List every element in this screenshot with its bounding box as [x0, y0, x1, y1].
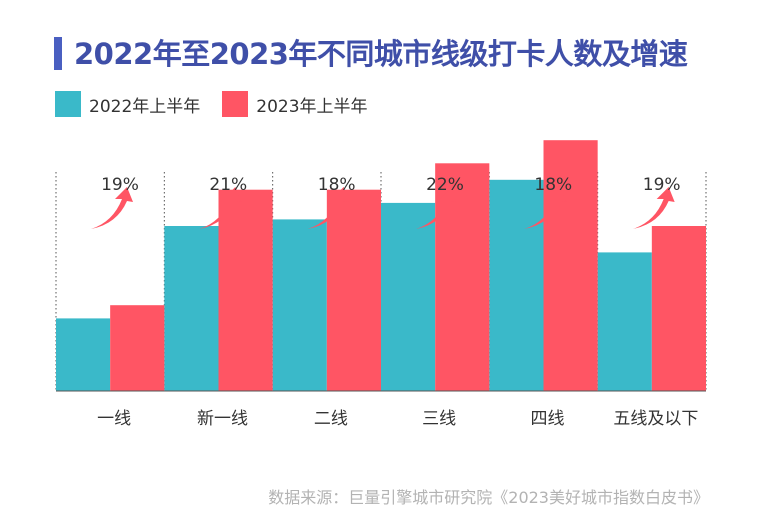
growth-arrow-icon	[524, 187, 567, 229]
legend-label-2022: 2022年上半年	[89, 96, 201, 117]
bar-2023	[110, 305, 165, 391]
bar-2022	[164, 226, 219, 391]
x-tick-label: 一线	[97, 409, 131, 429]
growth-rate-label: 18%	[318, 175, 356, 195]
legend-label-2023: 2023年上半年	[256, 96, 368, 117]
title-accent-bar	[54, 37, 62, 70]
bar-2022	[597, 252, 652, 391]
bar-2023	[326, 189, 381, 391]
source-note: 数据来源：巨量引擎城市研究院《2023美好城市指数白皮书》	[268, 488, 709, 507]
x-tick-label: 三线	[422, 409, 456, 429]
growth-arrow-icon	[307, 187, 350, 229]
x-tick-label: 二线	[314, 409, 348, 429]
x-tick-label: 新一线	[197, 409, 248, 429]
bar-2023	[651, 226, 706, 391]
bar-2022	[272, 219, 327, 391]
growth-rate-label: 19%	[643, 175, 681, 195]
growth-arrow-icon	[416, 187, 458, 229]
legend-item-2023: 2023年上半年	[222, 91, 368, 117]
legend: 2022年上半年 2023年上半年	[55, 91, 390, 117]
growth-rate-label: 21%	[209, 175, 247, 195]
x-tick-label: 四线	[531, 409, 565, 429]
growth-rate-label: 18%	[534, 175, 572, 195]
legend-swatch-2023	[222, 91, 249, 117]
chart-title: 2022年至2023年不同城市线级打卡人数及增速	[74, 37, 688, 71]
growth-arrow-icon	[199, 187, 242, 229]
bar-2023	[543, 140, 598, 391]
growth-rate-label: 19%	[101, 175, 139, 195]
growth-arrow-icon	[632, 187, 675, 229]
bar-2022	[56, 318, 111, 391]
growth-rate-label: 22%	[426, 175, 464, 195]
bar-2022	[381, 202, 436, 391]
bar-2023	[218, 189, 273, 391]
bar-2023	[435, 163, 490, 391]
bar-2022	[489, 179, 544, 391]
legend-swatch-2022	[55, 91, 81, 117]
legend-item-2022: 2022年上半年	[55, 91, 200, 117]
growth-arrow-icon	[91, 187, 133, 229]
x-tick-label: 五线及以下	[613, 409, 698, 429]
